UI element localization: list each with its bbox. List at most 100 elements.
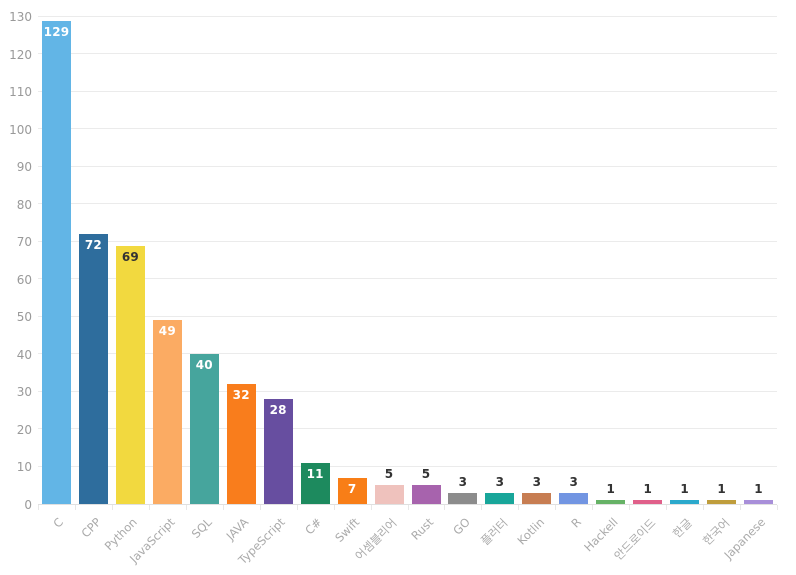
x-axis-tick xyxy=(185,505,187,510)
bar-slot: 3 xyxy=(518,17,555,504)
x-label-플러터: 플러터 xyxy=(478,515,511,549)
value-label-Rust: 5 xyxy=(421,467,431,482)
bar-slot: 1 xyxy=(592,17,629,504)
value-label-Japanese: 1 xyxy=(754,482,763,497)
bar-안드로이드[interactable]: 1 xyxy=(633,482,663,504)
x-label-slot: TypeScript xyxy=(236,505,297,575)
x-axis-tick xyxy=(74,505,76,510)
bar-slot: 5 xyxy=(371,17,408,504)
value-label-JAVA: 32 xyxy=(232,388,250,403)
gridline-60 xyxy=(38,278,777,280)
y-tick-label-90: 90 xyxy=(16,160,32,175)
value-label-Hackell: 1 xyxy=(606,482,616,497)
y-tick-label-110: 110 xyxy=(9,85,32,100)
value-label-C: 129 xyxy=(43,24,70,39)
y-tick-label-130: 130 xyxy=(9,10,32,24)
bar-Rust[interactable]: 5 xyxy=(411,467,441,504)
bar-slot: 28 xyxy=(260,17,297,504)
y-tick-label-70: 70 xyxy=(16,235,32,250)
x-axis-tick xyxy=(481,505,483,510)
x-axis-tick xyxy=(555,505,557,510)
y-tick-label-0: 0 xyxy=(24,498,32,512)
bar-slot: 1 xyxy=(703,17,740,504)
gridline-90 xyxy=(38,165,777,167)
bar-slot: 40 xyxy=(186,17,223,504)
bar-slot: 1 xyxy=(629,17,666,504)
bar-slot: 72 xyxy=(75,17,112,504)
bars-row: 129 72 69 49 40 32 28 11 7 5 5 3 3 3 3 1 1 1 1 1 xyxy=(38,17,777,504)
x-axis-tick xyxy=(777,505,778,510)
y-axis: 0 10 20 30 40 50 60 70 80 90 100 110 120 130 xyxy=(0,10,32,512)
x-label-JAVA: JAVA xyxy=(223,515,252,543)
bar-한국어[interactable]: 1 xyxy=(707,482,737,504)
x-axis-tick xyxy=(592,505,594,510)
x-label-R: R xyxy=(568,515,584,531)
bar-R[interactable]: 3 xyxy=(559,475,589,504)
value-label-어셈블리어: 5 xyxy=(384,467,394,482)
bar-slot: 129 xyxy=(38,17,75,504)
bar-SQL[interactable]: 40 xyxy=(189,354,219,504)
x-label-C: C xyxy=(50,515,67,531)
y-tick-label-50: 50 xyxy=(16,310,32,325)
x-axis-tick xyxy=(518,505,520,510)
x-axis: C CPP Python JavaScript SQL JAVA TypeScript C# S… xyxy=(38,505,778,575)
bar-플러터[interactable]: 3 xyxy=(485,475,515,504)
x-label-Rust: Rust xyxy=(408,515,436,543)
value-label-한글: 1 xyxy=(680,482,689,497)
x-label-slot: 한글 xyxy=(666,505,703,575)
y-tick-label-60: 60 xyxy=(16,272,32,287)
x-label-한글: 한글 xyxy=(670,515,696,541)
bar-Python[interactable]: 69 xyxy=(115,245,145,504)
value-label-플러터: 3 xyxy=(495,474,505,489)
y-tick-label-30: 30 xyxy=(16,385,32,400)
bar-Japanese[interactable]: 1 xyxy=(744,482,774,504)
bar-slot: 32 xyxy=(223,17,260,504)
x-axis-tick xyxy=(407,505,409,510)
bar-한글[interactable]: 1 xyxy=(670,482,700,504)
bar-JAVA[interactable]: 32 xyxy=(226,384,256,504)
x-label-slot: Japanese xyxy=(722,505,777,575)
x-label-slot: 어셈블리어 xyxy=(352,505,408,575)
bar-GO[interactable]: 3 xyxy=(448,475,478,504)
x-axis-tick xyxy=(222,505,224,510)
gridline-130 xyxy=(38,16,777,17)
bar-TypeScript[interactable]: 28 xyxy=(263,399,293,504)
bar-C[interactable]: 129 xyxy=(41,20,71,504)
x-label-slot: Kotlin xyxy=(514,505,555,575)
bar-Swift[interactable]: 7 xyxy=(337,477,367,504)
value-label-GO: 3 xyxy=(458,474,468,489)
gridline-120 xyxy=(38,53,777,55)
gridline-30 xyxy=(38,390,777,392)
x-label-C#: C# xyxy=(302,515,326,538)
y-tick-label-100: 100 xyxy=(9,122,32,137)
y-tick-label-20: 20 xyxy=(16,422,32,437)
y-tick-label-40: 40 xyxy=(16,347,32,362)
x-label-slot: SQL xyxy=(186,505,223,575)
y-tick-label-10: 10 xyxy=(16,460,32,475)
gridline-100 xyxy=(38,128,777,130)
bar-slot: 3 xyxy=(444,17,481,504)
x-label-GO: GO xyxy=(450,515,473,538)
bar-어셈블리어[interactable]: 5 xyxy=(374,467,404,504)
x-label-slot: C# xyxy=(297,505,334,575)
plot-area: 129 72 69 49 40 32 28 11 7 5 5 3 3 3 3 1 1 1 1 1 xyxy=(38,16,777,505)
value-label-Kotlin: 3 xyxy=(532,474,542,489)
gridline-40 xyxy=(38,353,777,355)
gridline-70 xyxy=(38,240,777,242)
bar-Kotlin[interactable]: 3 xyxy=(522,475,552,504)
bar-C#[interactable]: 11 xyxy=(300,462,330,504)
bar-Hackell[interactable]: 1 xyxy=(596,482,626,504)
x-axis-tick xyxy=(259,505,261,510)
gridline-10 xyxy=(38,465,777,467)
bar-slot: 3 xyxy=(555,17,592,504)
bar-slot: 5 xyxy=(408,17,445,504)
bar-CPP[interactable]: 72 xyxy=(78,234,108,504)
bar-JavaScript[interactable]: 49 xyxy=(152,320,182,504)
x-label-SQL: SQL xyxy=(188,515,215,541)
value-label-JavaScript: 49 xyxy=(158,324,176,339)
value-label-Python: 69 xyxy=(121,249,139,264)
value-label-C#: 11 xyxy=(306,466,324,481)
x-axis-tick xyxy=(148,505,150,510)
value-label-CPP: 72 xyxy=(84,238,102,253)
